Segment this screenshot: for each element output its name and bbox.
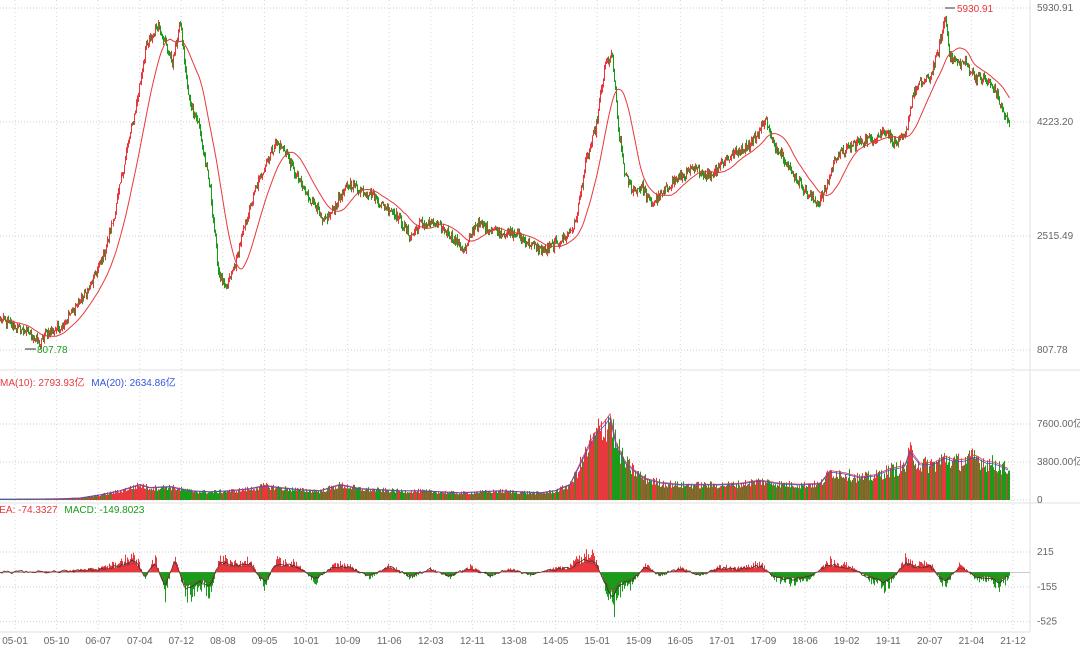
price-y-tick-label: 2515.49 — [1037, 231, 1074, 242]
max-price-label: 5930.91 — [957, 4, 994, 15]
price-y-tick-label: 4223.20 — [1037, 117, 1074, 128]
x-tick-label: 14-05 — [543, 636, 569, 647]
x-tick-label: 17-01 — [709, 636, 735, 647]
volume-legend: MA(10): 2793.93亿 MA(20): 2634.86亿 — [0, 374, 180, 389]
x-tick-label: 11-06 — [377, 636, 402, 647]
x-tick-label: 13-08 — [501, 636, 527, 647]
macd-panel — [0, 549, 1030, 618]
x-tick-label: 15-09 — [626, 636, 652, 647]
x-tick-label: 05-10 — [44, 636, 70, 647]
volume-panel — [0, 412, 1010, 500]
macd-legend: DEA: -74.3327 MACD: -149.8023 — [0, 505, 148, 516]
x-tick-label: 20-07 — [917, 636, 943, 647]
x-tick-label: 21-04 — [959, 636, 985, 647]
x-tick-label: 07-04 — [127, 636, 153, 647]
x-tick-label: 18-06 — [792, 636, 818, 647]
x-tick-label: 19-11 — [876, 636, 901, 647]
x-tick-label: 12-11 — [460, 636, 485, 647]
x-tick-label: 10-09 — [335, 636, 361, 647]
min-price-label: 807.78 — [37, 345, 68, 356]
macd-value-label: MACD: -149.8023 — [64, 505, 145, 516]
volume-ma20-line — [0, 417, 1009, 500]
macd-dea-line — [0, 561, 1009, 593]
x-tick-label: 10-01 — [293, 636, 319, 647]
macd-y-tick-label: -525 — [1037, 617, 1057, 628]
x-tick-label: 06-07 — [85, 636, 111, 647]
volume-ma20-label: MA(20): 2634.86亿 — [91, 378, 176, 389]
x-tick-label: 15-01 — [584, 636, 610, 647]
price-panel: 5930.91 807.78 — [0, 4, 1010, 356]
volume-ma10-label: MA(10): 2793.93亿 — [0, 378, 85, 389]
x-tick-label: 07-12 — [169, 636, 195, 647]
chart-grid — [0, 0, 1080, 633]
macd-y-tick-label: -155 — [1037, 582, 1057, 593]
volume-y-tick-label: 3800.00亿 — [1037, 455, 1080, 468]
x-tick-label: 19-02 — [834, 636, 860, 647]
axes: 5930.91 4223.20 2515.49 807.78 7600.00亿 3800.… — [2, 3, 1080, 647]
macd-y-tick-label: 215 — [1037, 547, 1054, 558]
x-tick-label: 17-09 — [751, 636, 777, 647]
price-ma-line — [0, 38, 1010, 337]
x-tick-label: 05-01 — [2, 636, 28, 647]
price-y-tick-label: 5930.91 — [1037, 3, 1074, 14]
macd-dea-label: DEA: -74.3327 — [0, 505, 58, 516]
x-tick-label: 12-03 — [418, 636, 444, 647]
x-tick-label: 08-08 — [210, 636, 236, 647]
x-tick-label: 21-12 — [1000, 636, 1026, 647]
volume-y-tick-label: 7600.00亿 — [1037, 417, 1080, 430]
volume-y-tick-label: 0 — [1037, 495, 1043, 506]
price-y-tick-label: 807.78 — [1037, 345, 1068, 356]
x-tick-label: 16-05 — [668, 636, 694, 647]
x-tick-label: 09-05 — [252, 636, 278, 647]
